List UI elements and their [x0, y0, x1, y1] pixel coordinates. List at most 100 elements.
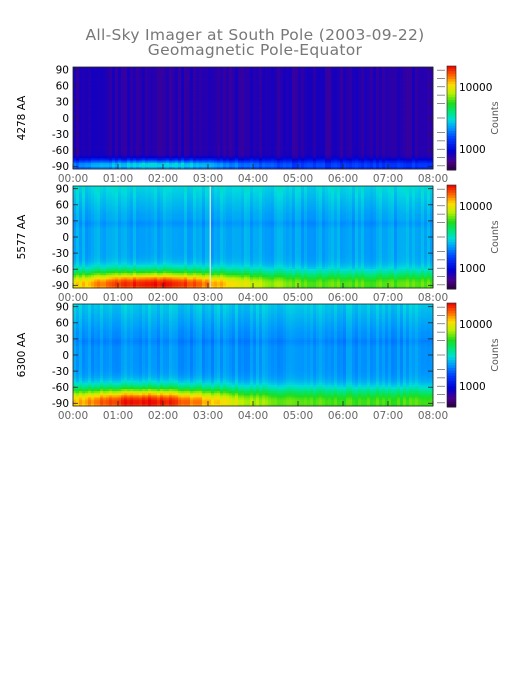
heatmap-cell — [181, 96, 185, 100]
heatmap-cell — [163, 94, 167, 98]
heatmap-cell — [127, 126, 131, 130]
heatmap-cell — [163, 149, 167, 153]
heatmap-cell — [136, 67, 140, 70]
heatmap-cell — [121, 126, 125, 130]
heatmap-cell — [154, 156, 158, 159]
heatmap-cell — [187, 137, 191, 140]
heatmap-cell — [91, 109, 95, 113]
heatmap-cell — [76, 126, 80, 130]
heatmap-cell — [187, 73, 191, 76]
heatmap-cell — [157, 164, 161, 168]
heatmap-cell — [100, 162, 104, 166]
heatmap-cell — [106, 152, 110, 155]
heatmap-cell — [112, 126, 116, 130]
heatmap-cell — [76, 98, 80, 102]
heatmap-cell — [79, 162, 83, 166]
heatmap-cell — [115, 92, 119, 96]
heatmap-cell — [160, 92, 164, 96]
heatmap-cell — [109, 81, 113, 85]
heatmap-cell — [142, 86, 146, 89]
heatmap-cell — [193, 86, 197, 89]
heatmap-cell — [73, 111, 77, 115]
heatmap-cell — [106, 145, 110, 149]
heatmap-cell — [82, 88, 86, 91]
heatmap-cell — [127, 103, 131, 106]
heatmap-cell — [88, 147, 92, 151]
heatmap-cell — [100, 120, 104, 123]
heatmap-cell — [124, 139, 128, 142]
heatmap-cell — [130, 88, 134, 91]
heatmap-cell — [178, 139, 182, 142]
heatmap-cell — [160, 96, 164, 100]
heatmap-cell — [151, 149, 155, 153]
heatmap-cell — [76, 130, 80, 134]
heatmap-cell — [103, 122, 107, 125]
heatmap-cell — [82, 164, 86, 168]
heatmap-cell — [82, 111, 86, 115]
heatmap-cell — [178, 149, 182, 153]
heatmap-cell — [160, 147, 164, 151]
heatmap-cell — [169, 84, 173, 87]
heatmap-cell — [163, 139, 167, 142]
heatmap-cell — [88, 139, 92, 142]
heatmap-cell — [169, 139, 173, 142]
heatmap-cell — [73, 130, 77, 134]
heatmap-cell — [127, 120, 131, 123]
heatmap-cell — [109, 69, 113, 72]
heatmap-cell — [148, 130, 152, 134]
heatmap-cell — [187, 126, 191, 130]
heatmap-cell — [79, 166, 83, 170]
heatmap-cell — [106, 67, 110, 70]
heatmap-cell — [124, 164, 128, 168]
heatmap-cell — [172, 160, 176, 164]
heatmap-cell — [187, 90, 191, 93]
heatmap-cell — [103, 96, 107, 100]
heatmap-cell — [112, 124, 116, 127]
heatmap-cell — [157, 73, 161, 76]
heatmap-cell — [190, 130, 194, 134]
heatmap-cell — [88, 88, 92, 91]
heatmap-cell — [193, 79, 197, 83]
heatmap-cell — [154, 132, 158, 136]
heatmap-cell — [88, 79, 92, 83]
heatmap-cell — [169, 86, 173, 89]
heatmap-cell — [136, 137, 140, 140]
heatmap-cell — [154, 120, 158, 123]
heatmap-cell — [91, 75, 95, 79]
heatmap-cell — [112, 92, 116, 96]
heatmap-cell — [139, 152, 143, 155]
heatmap-cell — [115, 101, 119, 104]
heatmap-cell — [127, 143, 131, 147]
heatmap-cell — [169, 109, 173, 113]
heatmap-cell — [142, 107, 146, 110]
heatmap-cell — [121, 71, 125, 74]
heatmap-cell — [172, 166, 176, 170]
heatmap-cell — [139, 81, 143, 85]
heatmap-cell — [184, 107, 188, 110]
heatmap-cell — [79, 88, 83, 91]
heatmap-cell — [187, 139, 191, 142]
heatmap-cell — [91, 105, 95, 108]
heatmap-cell — [97, 164, 101, 168]
heatmap-cell — [97, 120, 101, 123]
heatmap-cell — [91, 137, 95, 140]
heatmap-cell — [112, 103, 116, 106]
heatmap-cell — [148, 107, 152, 110]
heatmap-cell — [115, 128, 119, 132]
heatmap-cell — [160, 128, 164, 132]
heatmap-cell — [130, 105, 134, 108]
heatmap-cell — [115, 135, 119, 138]
heatmap-cell — [184, 156, 188, 159]
heatmap-cell — [145, 113, 149, 117]
heatmap-cell — [133, 141, 137, 144]
heatmap-cell — [130, 154, 134, 157]
heatmap-cell — [124, 86, 128, 89]
heatmap-cell — [163, 166, 167, 170]
heatmap-cell — [115, 139, 119, 142]
heatmap-cell — [109, 109, 113, 113]
heatmap-cell — [175, 122, 179, 125]
heatmap-cell — [127, 115, 131, 119]
heatmap-cell — [121, 111, 125, 115]
heatmap-cell — [127, 158, 131, 161]
